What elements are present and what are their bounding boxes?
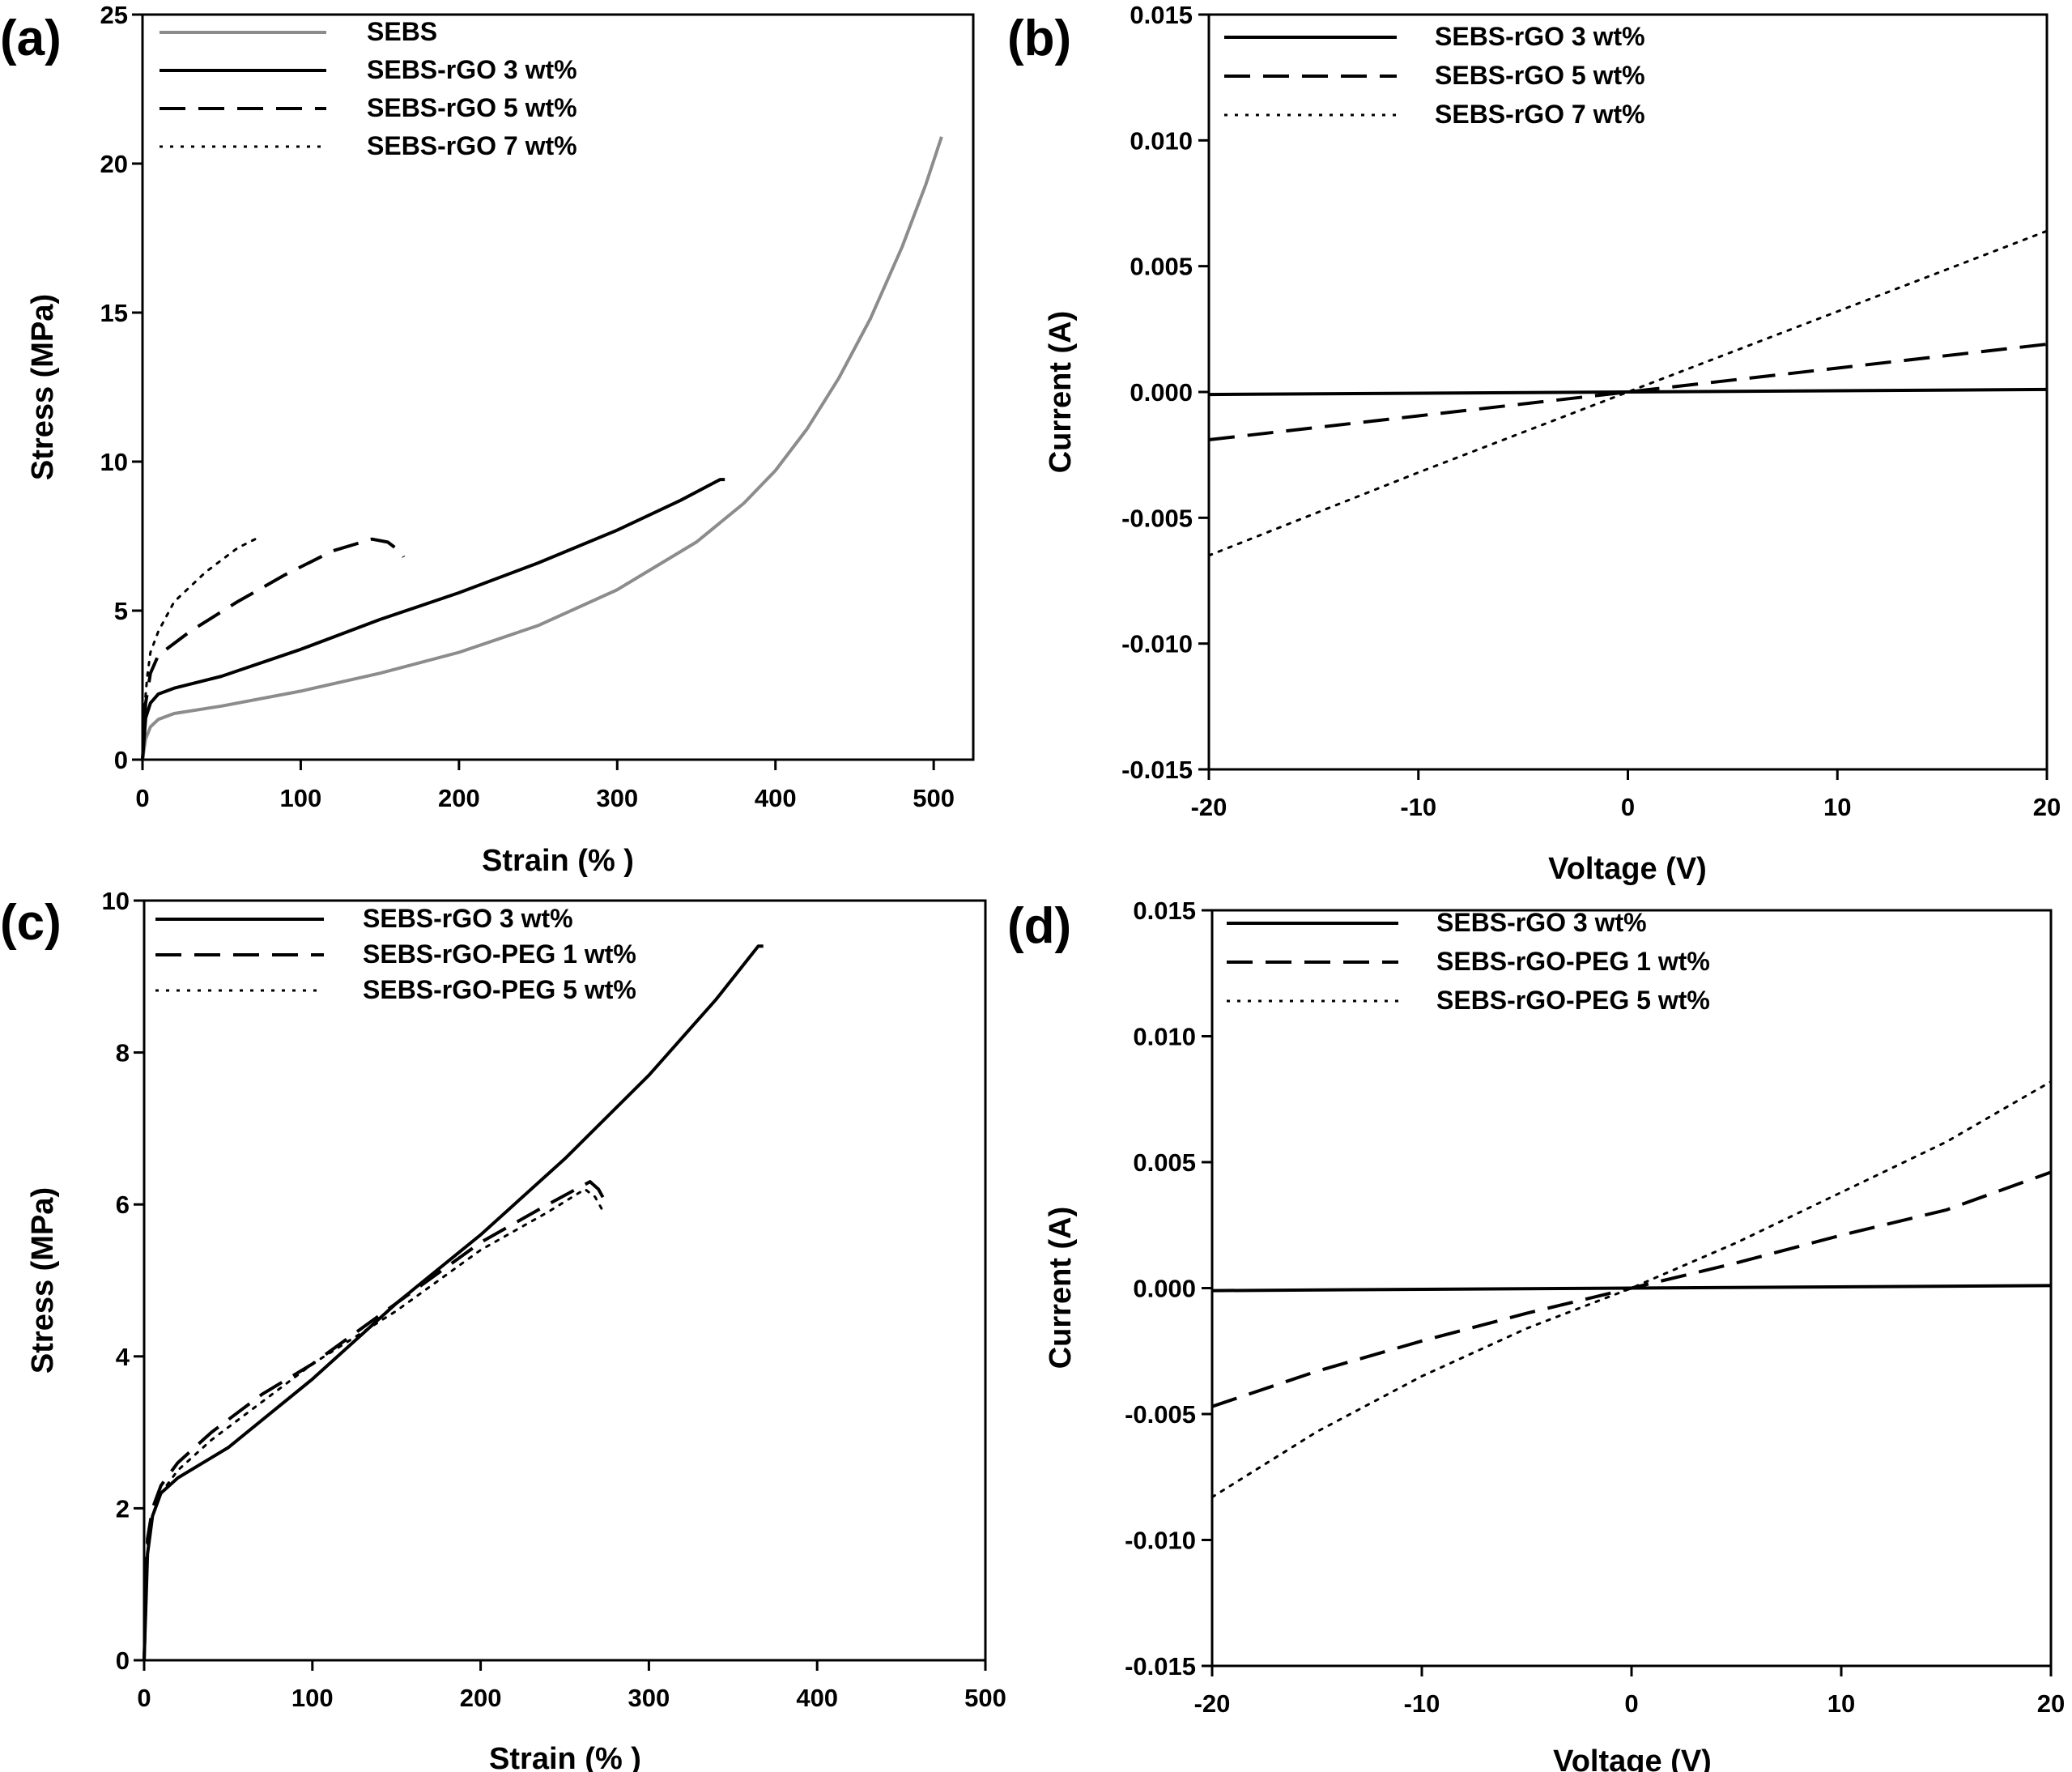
series-line: [141, 537, 406, 760]
legend-entry: SEBS-rGO 7 wt%: [367, 131, 577, 160]
x-tick-label: 200: [460, 1684, 502, 1712]
x-tick-label: 200: [438, 784, 480, 812]
x-tick-label: 0: [135, 784, 149, 812]
x-tick-label: 20: [2037, 1689, 2065, 1718]
series-line: [1211, 1170, 2052, 1408]
y-tick-label: 0.015: [1130, 1, 1193, 29]
series-line: [1210, 1080, 2053, 1499]
x-tick-label: 500: [964, 1684, 1006, 1712]
panel-label: (a): [0, 11, 62, 66]
y-tick-label: 0: [114, 746, 128, 774]
series-line: [141, 136, 943, 760]
legend-entry: SEBS-rGO-PEG 5 wt%: [363, 975, 636, 1004]
y-tick-label: 0.000: [1133, 1275, 1196, 1303]
x-tick-label: 10: [1827, 1689, 1855, 1718]
x-tick-label: 10: [1823, 793, 1851, 821]
x-axis-title: Voltage (V): [1548, 852, 1707, 886]
x-axis-title: Strain (% ): [489, 1742, 641, 1772]
plot-frame: [141, 13, 975, 761]
y-tick-label: -0.010: [1125, 1527, 1196, 1555]
x-tick-label: 400: [796, 1684, 838, 1712]
x-tick-label: 400: [755, 784, 797, 812]
legend-entry: SEBS-rGO 3 wt%: [1435, 22, 1645, 51]
y-tick-label: 8: [116, 1039, 130, 1067]
y-tick-label: 0.005: [1133, 1148, 1196, 1177]
y-tick-label: 4: [116, 1343, 130, 1371]
y-tick-label: 25: [100, 1, 128, 29]
series-line: [1208, 387, 2048, 397]
y-tick-label: 0.000: [1130, 378, 1193, 407]
y-tick-label: 6: [116, 1191, 130, 1219]
y-tick-label: 2: [116, 1494, 130, 1523]
x-tick-label: -10: [1400, 793, 1436, 821]
panel-label: (c): [0, 895, 62, 951]
legend-entry: SEBS-rGO 5 wt%: [367, 93, 577, 122]
series-line: [143, 1180, 609, 1661]
y-axis-title: Current (A): [1044, 311, 1078, 474]
x-axis-title: Voltage (V): [1553, 1744, 1712, 1772]
y-tick-label: 15: [100, 299, 128, 327]
y-axis-title: Stress (MPa): [26, 1187, 60, 1374]
y-tick-label: -0.005: [1121, 504, 1193, 532]
x-tick-label: 300: [596, 784, 638, 812]
y-tick-label: -0.015: [1125, 1652, 1196, 1680]
y-tick-label: 0.010: [1130, 126, 1193, 155]
panel-label: (b): [1007, 11, 1071, 66]
y-tick-label: -0.015: [1121, 756, 1193, 784]
y-tick-label: -0.005: [1125, 1400, 1196, 1429]
legend-entry: SEBS-rGO 3 wt%: [1436, 908, 1647, 937]
legend-entry: SEBS-rGO 5 wt%: [1435, 61, 1645, 90]
series-line: [143, 1187, 605, 1662]
y-tick-label: 0.005: [1130, 253, 1193, 281]
x-tick-label: 0: [137, 1684, 151, 1712]
legend-entry: SEBS-rGO 7 wt%: [1435, 100, 1645, 129]
x-tick-label: 100: [280, 784, 322, 812]
series-line: [1208, 343, 2048, 441]
y-tick-label: 0.015: [1133, 897, 1196, 925]
y-tick-label: 5: [114, 597, 128, 625]
x-tick-label: 500: [913, 784, 955, 812]
x-tick-label: 300: [628, 1684, 670, 1712]
y-axis-title: Stress (MPa): [26, 294, 60, 480]
legend-entry: SEBS-rGO-PEG 5 wt%: [1436, 986, 1710, 1015]
panel-b: (b) -20 -10 0 10 20 -0.015 -0.010 -0.005 0.000 0.0…: [1007, 1, 2061, 886]
panel-a: (a) 0 100 200 300 400 500 0 5 10 15 20 25 Strain (% )…: [0, 1, 975, 878]
y-tick-label: -0.010: [1121, 630, 1193, 658]
y-axis-title: Current (A): [1044, 1207, 1078, 1369]
x-tick-label: 20: [2033, 793, 2061, 821]
x-tick-label: -10: [1404, 1689, 1440, 1718]
x-tick-label: -20: [1191, 793, 1227, 821]
panel-label: (d): [1007, 898, 1071, 954]
x-tick-label: 0: [1624, 1689, 1638, 1718]
y-tick-label: 10: [102, 887, 130, 915]
y-tick-label: 10: [100, 448, 128, 476]
legend-entry: SEBS-rGO 3 wt%: [367, 55, 577, 84]
y-tick-label: 0: [116, 1646, 130, 1675]
legend-entry: SEBS-rGO 3 wt%: [363, 904, 573, 933]
legend-entry: SEBS-rGO-PEG 1 wt%: [363, 939, 636, 969]
series-line: [141, 478, 725, 760]
y-tick-label: 20: [100, 150, 128, 178]
legend-entry: SEBS-rGO-PEG 1 wt%: [1436, 947, 1710, 976]
y-tick-label: 0.010: [1133, 1023, 1196, 1051]
plot-frame: [143, 899, 987, 1662]
series-line: [1207, 229, 2049, 557]
panel-c: (c) 0 100 200 300 400 500 0 2 4 6 8 10 Strain (% ) Str…: [0, 887, 1006, 1772]
x-tick-label: -20: [1194, 1689, 1231, 1718]
panel-d: (d) -20 -10 0 10 20 -0.015 -0.010 -0.005 0.000 0.0…: [1007, 897, 2065, 1772]
series-line: [143, 944, 764, 1661]
series-line: [141, 535, 263, 761]
x-tick-label: 0: [1621, 793, 1635, 821]
legend-entry: SEBS: [367, 17, 437, 46]
x-tick-label: 100: [291, 1684, 334, 1712]
x-axis-title: Strain (% ): [482, 844, 634, 878]
